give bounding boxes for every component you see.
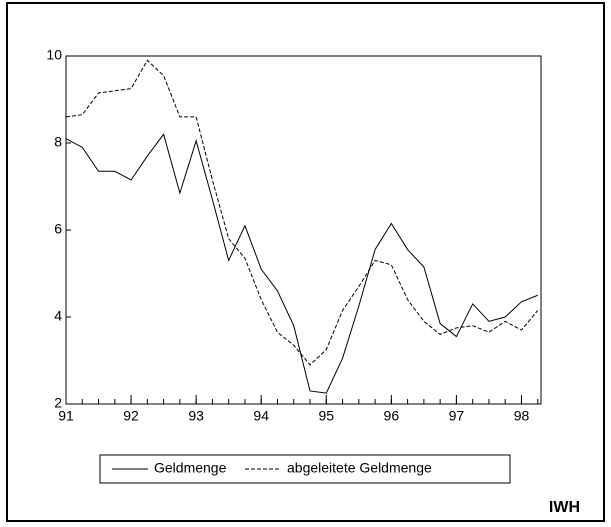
x-tick-label: 94 [253,408,269,424]
x-tick-label: 95 [318,408,334,424]
x-tick-label: 93 [188,408,204,424]
legend-label: Geldmenge [154,460,227,476]
legend-label: abgeleitete Geldmenge [287,460,432,476]
x-tick-label: 96 [384,408,400,424]
x-tick-label: 92 [123,408,139,424]
legend-box [99,454,511,484]
frame [6,2,605,522]
series-line [65,59,539,366]
x-tick-label: 97 [449,408,465,424]
x-tick-label: 98 [514,408,530,424]
x-tick-label: 91 [58,408,74,424]
y-tick-label: 4 [54,308,62,324]
y-tick-label: 6 [54,221,62,237]
y-tick-label: 10 [46,47,62,63]
y-tick-label: 2 [54,395,62,411]
y-tick-label: 8 [54,134,62,150]
source-label: IWH [549,499,580,516]
series-line [65,133,538,394]
